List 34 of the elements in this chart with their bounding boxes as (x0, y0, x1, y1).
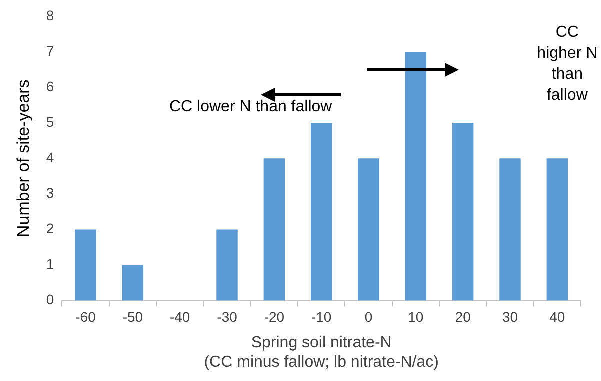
annotation: CC higher N than fallow (537, 24, 598, 104)
y-tick-label: 6 (46, 78, 54, 94)
x-tick-label: 0 (364, 309, 373, 326)
bar (75, 230, 96, 301)
bar (452, 123, 474, 301)
y-tick-label: 0 (46, 292, 54, 308)
x-axis-title: Spring soil nitrate-N (CC minus fallow; lb nitrate-N/ac) (204, 334, 439, 371)
y-tick-label: 7 (46, 42, 54, 59)
bar (500, 158, 521, 301)
bar (216, 230, 238, 301)
annotation: CC lower N than fallow (169, 98, 333, 116)
y-tick-label: 3 (46, 185, 54, 202)
x-tick-label: -10 (311, 309, 332, 326)
x-tick-label: -20 (264, 309, 285, 326)
x-tick-label: -50 (122, 309, 144, 326)
x-tick-label: 40 (550, 309, 566, 326)
y-tick-label: 4 (46, 149, 54, 166)
x-tick-label: 20 (455, 309, 472, 326)
y-axis-title: Number of site-years (14, 80, 33, 238)
x-tick-label: -40 (170, 309, 190, 326)
y-tick-label: 2 (46, 220, 54, 237)
x-tick-label: -60 (76, 309, 96, 326)
y-tick-label: 1 (46, 256, 54, 272)
bar (264, 158, 286, 301)
x-tick-label: 30 (502, 309, 518, 326)
bar (546, 158, 568, 301)
y-tick-label: 8 (46, 7, 54, 24)
bar (405, 52, 427, 301)
bar (310, 123, 332, 301)
y-tick-label: 5 (46, 114, 54, 130)
x-tick-label: 10 (408, 309, 424, 326)
x-tick-label: -30 (217, 309, 238, 326)
bar (122, 265, 144, 301)
bar (358, 158, 380, 301)
